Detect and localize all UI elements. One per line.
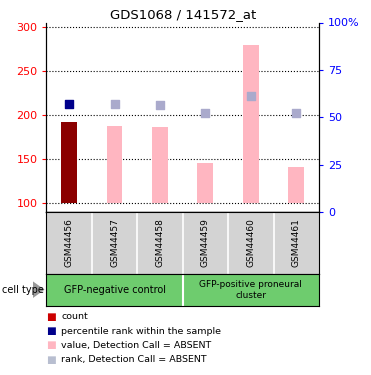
Bar <box>243 45 259 203</box>
Text: GFP-negative control: GFP-negative control <box>63 285 165 295</box>
Text: GSM44460: GSM44460 <box>246 218 255 267</box>
Text: rank, Detection Call = ABSENT: rank, Detection Call = ABSENT <box>61 355 207 364</box>
Point <box>293 110 299 116</box>
Text: ■: ■ <box>46 326 56 336</box>
Point <box>157 102 163 108</box>
Text: GFP-positive proneural
cluster: GFP-positive proneural cluster <box>200 280 302 300</box>
Text: ■: ■ <box>46 340 56 350</box>
Polygon shape <box>33 281 45 298</box>
Text: percentile rank within the sample: percentile rank within the sample <box>61 327 221 336</box>
Bar <box>61 122 77 203</box>
Text: GSM44458: GSM44458 <box>155 218 164 267</box>
Text: value, Detection Call = ABSENT: value, Detection Call = ABSENT <box>61 341 211 350</box>
Text: GSM44457: GSM44457 <box>110 218 119 267</box>
Title: GDS1068 / 141572_at: GDS1068 / 141572_at <box>109 8 256 21</box>
Bar <box>106 126 122 203</box>
Text: GSM44461: GSM44461 <box>292 218 301 267</box>
Point <box>248 93 254 99</box>
Text: count: count <box>61 312 88 321</box>
Bar <box>197 162 213 203</box>
Point <box>112 100 118 106</box>
Bar <box>152 128 168 203</box>
Bar <box>288 167 304 203</box>
Text: cell type: cell type <box>2 285 44 295</box>
Text: GSM44456: GSM44456 <box>65 218 73 267</box>
Text: ■: ■ <box>46 312 56 322</box>
Text: GSM44459: GSM44459 <box>201 218 210 267</box>
Text: ■: ■ <box>46 355 56 364</box>
Point <box>66 100 72 106</box>
Point <box>203 110 209 116</box>
